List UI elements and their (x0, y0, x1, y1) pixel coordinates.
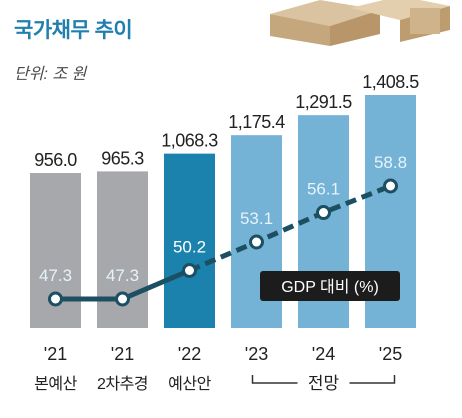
x-tick-year: '22 (178, 344, 201, 364)
x-tick-year: '21 (111, 344, 134, 364)
ratio-value-label: 47.3 (106, 266, 139, 285)
ratio-value-label: 58.8 (374, 153, 407, 172)
bar-value-label: 1,291.5 (295, 92, 352, 112)
bar-value-label: 1,175.4 (228, 112, 285, 132)
ratio-value-label: 56.1 (307, 180, 340, 199)
forecast-bracket-right (349, 375, 396, 384)
x-tick-year: '21 (44, 344, 67, 364)
bar-value-label: 1,408.5 (362, 72, 419, 92)
bar-value-label: 965.3 (101, 148, 144, 168)
x-tick-year: '24 (312, 344, 335, 364)
legend-label: GDP 대비 (%) (281, 278, 379, 296)
ratio-value-label: 53.1 (240, 209, 273, 228)
ratio-point (383, 178, 398, 194)
x-tick-year: '23 (245, 344, 268, 364)
bar-value-label: 1,068.3 (161, 131, 218, 151)
forecast-label: 전망 (308, 374, 340, 393)
chart-title: 국가채무 추이 (14, 19, 133, 42)
money-stack-illustration (270, 0, 450, 46)
bar-value-label: 956.0 (34, 150, 77, 170)
legend-box (260, 271, 400, 301)
ratio-point (48, 291, 63, 307)
x-tick-year: '25 (379, 344, 402, 364)
ratio-value-label: 47.3 (39, 266, 72, 285)
unit-label: 단위: 조 원 (14, 66, 87, 83)
x-tick-category: 예산안 (168, 375, 211, 393)
ratio-point (316, 205, 331, 221)
ratio-point (182, 263, 197, 279)
ratio-point (249, 234, 264, 250)
ratio-point (115, 291, 130, 307)
forecast-bracket-left (251, 375, 298, 384)
x-tick-category: 본예산 (34, 375, 77, 393)
ratio-line-forecast (188, 183, 392, 273)
ratio-value-label: 50.2 (173, 238, 206, 257)
bar (164, 153, 215, 328)
x-tick-category: 2차추경 (97, 375, 148, 393)
